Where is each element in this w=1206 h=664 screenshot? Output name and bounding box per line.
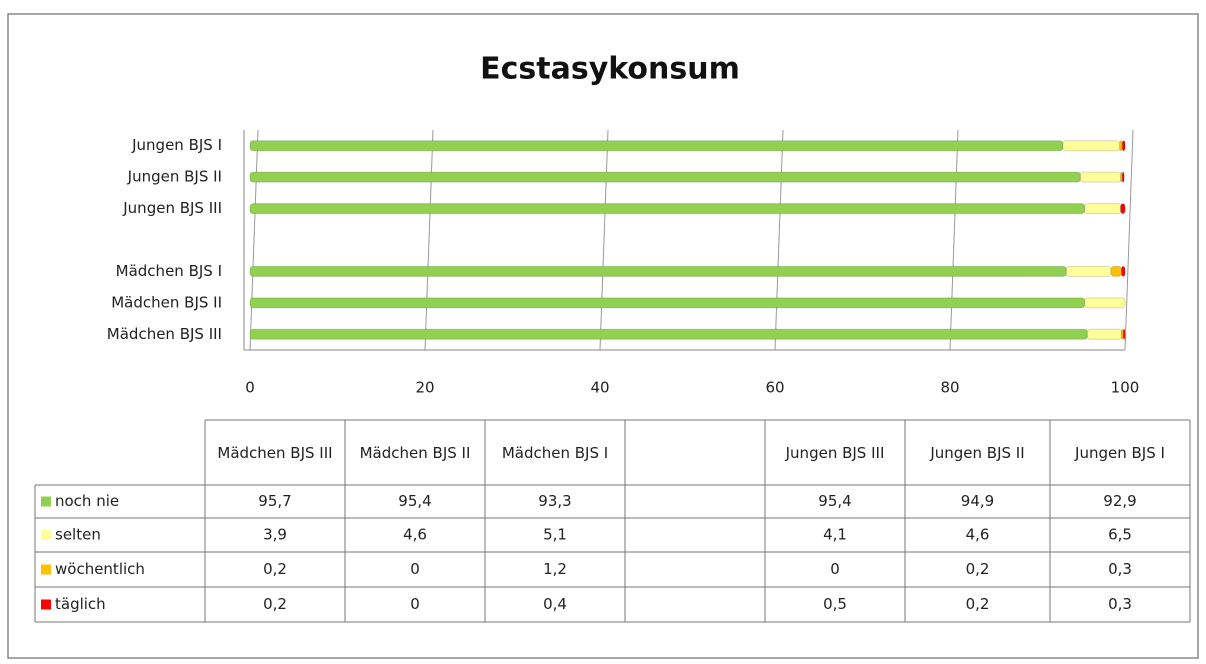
bar xyxy=(1122,328,1126,340)
table-header-cell: Jungen BJS I xyxy=(1075,443,1165,462)
x-tick-label: 40 xyxy=(590,379,609,397)
legend-swatch xyxy=(41,599,51,610)
y-tick-label: Mädchen BJS I xyxy=(116,262,222,280)
bar xyxy=(1120,203,1126,215)
bar xyxy=(249,140,1064,152)
bar xyxy=(249,265,1067,277)
bar xyxy=(1121,140,1126,152)
table-value: 3,9 xyxy=(263,526,287,544)
bar xyxy=(1110,265,1122,277)
legend-swatch xyxy=(41,530,51,540)
legend-label: noch nie xyxy=(55,492,119,510)
legend-label: selten xyxy=(55,526,101,544)
legend-swatch xyxy=(41,496,51,507)
category-header: Mädchen BJS III xyxy=(217,443,333,462)
table-header-cell: Mädchen BJS I xyxy=(501,443,609,462)
table-value: 6,5 xyxy=(1108,526,1132,544)
table-value: 0,3 xyxy=(1108,595,1132,613)
y-tick-label: Mädchen BJS III xyxy=(107,325,222,343)
table-value: 0 xyxy=(410,595,420,613)
x-tick-label: 0 xyxy=(245,379,255,397)
table-value: 5,1 xyxy=(543,526,567,544)
table-value: 0,4 xyxy=(543,595,567,613)
table-value: 0,3 xyxy=(1108,560,1132,578)
table-value: 4,6 xyxy=(966,526,990,544)
category-header: Mädchen BJS I xyxy=(501,443,609,462)
bar xyxy=(1086,328,1122,340)
legend-label: täglich xyxy=(55,595,106,613)
chart-title: Ecstasykonsum xyxy=(480,52,740,87)
category-header: Jungen BJS II xyxy=(930,443,1025,462)
bar xyxy=(1079,171,1122,183)
table-header-cell: Jungen BJS III xyxy=(785,443,885,462)
category-header: Mädchen BJS II xyxy=(359,443,471,462)
grid-line xyxy=(599,129,609,351)
x-tick-label: 20 xyxy=(415,379,434,397)
x-tick-label: 100 xyxy=(1111,379,1140,397)
table-value: 4,6 xyxy=(403,526,427,544)
table-value: 94,9 xyxy=(961,492,994,510)
table-header-cell: Jungen BJS II xyxy=(930,443,1025,462)
table-value: 95,4 xyxy=(818,492,851,510)
y-tick-label: Mädchen BJS II xyxy=(111,293,222,311)
grid-line xyxy=(249,129,259,351)
table-value: 0,2 xyxy=(263,560,287,578)
table-header-cell: Mädchen BJS III xyxy=(217,443,333,462)
bar xyxy=(1121,171,1125,183)
y-tick-label: Jungen BJS I xyxy=(131,136,222,154)
table-value: 4,1 xyxy=(823,526,847,544)
table-value: 0,2 xyxy=(966,595,990,613)
bar xyxy=(249,203,1086,215)
table-value: 0,2 xyxy=(263,595,287,613)
table-value: 95,4 xyxy=(398,492,431,510)
bar xyxy=(249,297,1086,309)
legend-label: wöchentlich xyxy=(55,560,145,578)
bar xyxy=(1121,265,1126,277)
grid-line xyxy=(774,129,784,351)
table-value: 0,5 xyxy=(823,595,847,613)
table-value: 95,7 xyxy=(258,492,291,510)
x-tick-label: 80 xyxy=(940,379,959,397)
y-tick-label: Jungen BJS III xyxy=(122,199,222,217)
grid-line xyxy=(424,129,434,351)
bar xyxy=(249,328,1088,340)
bar xyxy=(1084,203,1122,215)
grid-line xyxy=(1124,129,1134,351)
table-value: 0,2 xyxy=(966,560,990,578)
category-header: Jungen BJS III xyxy=(785,443,885,462)
table-value: 93,3 xyxy=(538,492,571,510)
table-header-cell: Mädchen BJS II xyxy=(359,443,471,462)
bar xyxy=(1065,265,1112,277)
table-value: 0 xyxy=(830,560,840,578)
table-value: 0 xyxy=(410,560,420,578)
bar xyxy=(249,171,1081,183)
x-tick-label: 60 xyxy=(765,379,784,397)
category-header: Jungen BJS I xyxy=(1075,443,1165,462)
table-value: 1,2 xyxy=(543,560,567,578)
legend-swatch xyxy=(41,564,51,575)
y-tick-label: Jungen BJS II xyxy=(127,168,222,186)
table-value: 92,9 xyxy=(1103,492,1136,510)
bar xyxy=(1062,140,1121,152)
grid-line xyxy=(949,129,959,351)
bar xyxy=(1084,297,1126,309)
